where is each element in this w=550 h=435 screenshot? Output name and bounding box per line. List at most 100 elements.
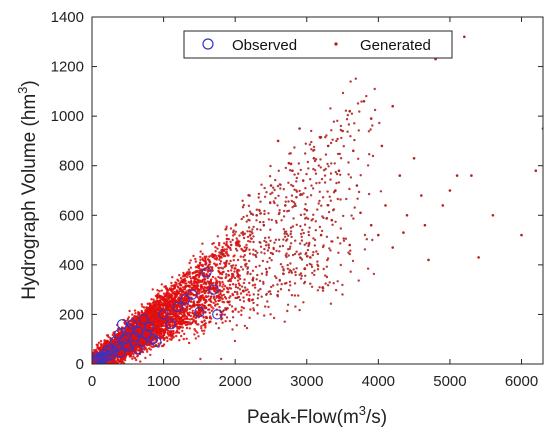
generated-point [269, 201, 272, 204]
x-axis-label-tail: /s) [366, 407, 387, 428]
generated-point [316, 289, 320, 292]
generated-point [272, 247, 275, 251]
generated-point [366, 267, 370, 270]
generated-point [239, 292, 243, 295]
generated-point [236, 239, 239, 242]
generated-point [267, 246, 271, 249]
generated-point [264, 267, 268, 271]
generated-point [320, 177, 324, 181]
generated-point [302, 192, 305, 195]
generated-point [326, 162, 329, 166]
generated-point [170, 284, 173, 288]
generated-point [306, 160, 310, 164]
generated-outlier-point [369, 117, 373, 120]
generated-point [282, 238, 285, 241]
generated-point [263, 209, 266, 213]
generated-point [249, 272, 252, 276]
generated-point [286, 210, 289, 213]
generated-point [182, 337, 185, 341]
generated-point [197, 311, 200, 315]
generated-point [171, 291, 174, 295]
generated-point [189, 300, 193, 303]
generated-point [287, 271, 291, 274]
generated-point [147, 308, 150, 311]
generated-point [170, 298, 174, 301]
generated-point [231, 238, 234, 242]
generated-point [299, 193, 302, 197]
generated-point [288, 269, 292, 272]
generated-point [283, 209, 286, 213]
observed-point [115, 347, 126, 358]
generated-point [259, 212, 262, 215]
generated-point [303, 243, 306, 246]
generated-point [237, 310, 240, 314]
generated-point [248, 252, 252, 255]
generated-point [204, 263, 207, 266]
generated-point [243, 324, 247, 328]
generated-point [198, 298, 202, 302]
generated-point [287, 181, 290, 184]
generated-point [248, 316, 251, 319]
generated-point [198, 261, 202, 265]
observed-point [151, 336, 162, 347]
generated-point [265, 271, 268, 274]
generated-point [236, 273, 240, 276]
generated-point [247, 291, 250, 294]
generated-point [312, 167, 315, 171]
generated-point [313, 238, 317, 242]
generated-point [265, 273, 268, 277]
generated-point [215, 256, 219, 260]
y-tick-label: 600 [59, 207, 84, 224]
generated-point [153, 313, 156, 316]
generated-point [119, 357, 123, 361]
generated-outlier-point [262, 223, 266, 227]
generated-point [185, 326, 189, 330]
generated-point [175, 308, 178, 311]
generated-point [201, 242, 204, 245]
generated-point [173, 285, 176, 288]
generated-point [200, 296, 203, 299]
generated-outlier-point [287, 161, 291, 165]
generated-point [188, 307, 192, 311]
generated-point [283, 320, 286, 323]
generated-point [279, 288, 283, 291]
generated-point [201, 290, 205, 293]
generated-point [184, 295, 187, 298]
generated-point [138, 311, 141, 315]
generated-point [160, 307, 163, 311]
generated-point [325, 235, 329, 238]
generated-point [283, 232, 286, 235]
generated-point [256, 312, 259, 315]
generated-point [186, 312, 190, 315]
generated-point [153, 318, 156, 321]
generated-point [304, 142, 307, 145]
generated-point [186, 296, 189, 300]
generated-point [163, 337, 166, 340]
generated-point [188, 327, 191, 330]
generated-point [224, 297, 228, 300]
generated-point [172, 287, 175, 291]
generated-point [222, 288, 226, 291]
generated-outlier-point [359, 211, 362, 215]
generated-point [245, 248, 248, 251]
generated-point [223, 248, 226, 251]
generated-point [267, 212, 270, 215]
generated-point [286, 267, 290, 270]
generated-point [335, 181, 338, 185]
generated-point [336, 119, 339, 123]
generated-point [239, 255, 242, 258]
generated-point [215, 296, 218, 299]
generated-point [276, 184, 280, 188]
generated-point [245, 243, 248, 247]
generated-point [224, 254, 227, 258]
generated-point [255, 208, 258, 211]
generated-point [223, 242, 226, 245]
generated-point [337, 181, 341, 184]
generated-point [195, 303, 198, 307]
generated-point [273, 188, 276, 192]
generated-point [327, 210, 331, 214]
generated-point [277, 238, 281, 241]
generated-point [295, 180, 298, 183]
generated-point [322, 244, 325, 247]
generated-point [339, 227, 342, 230]
